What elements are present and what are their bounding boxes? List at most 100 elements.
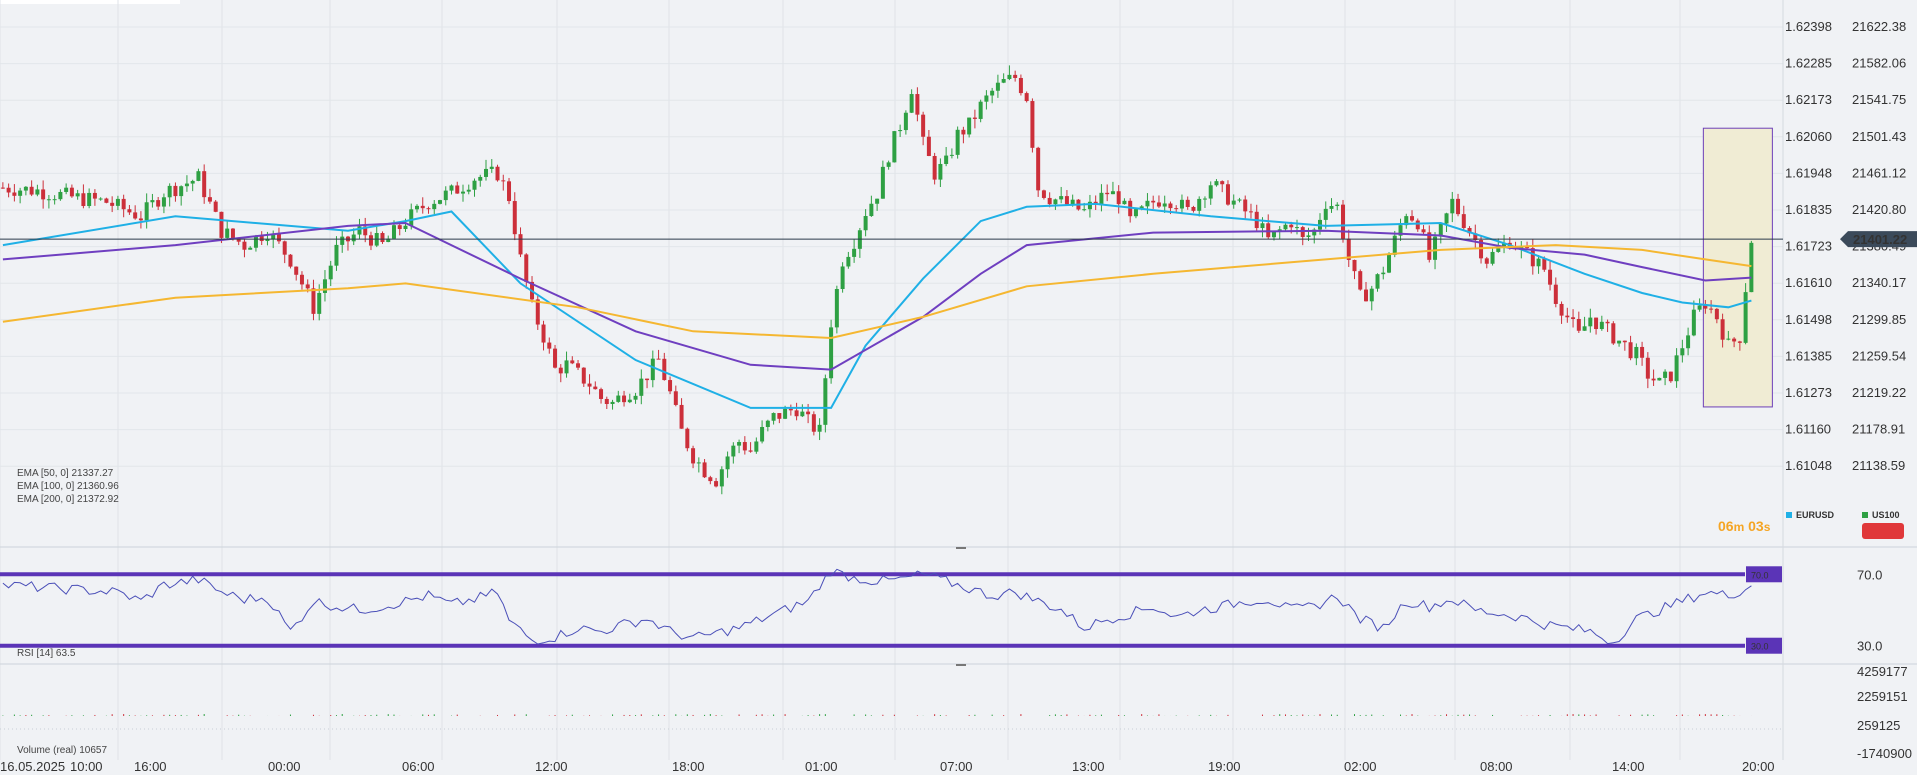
top-left-tab[interactable] — [0, 0, 180, 4]
candle-bear[interactable] — [806, 411, 811, 415]
candle-bear[interactable] — [932, 156, 937, 180]
candle-bear[interactable] — [1714, 308, 1719, 320]
candle-bear[interactable] — [1628, 342, 1633, 359]
candle-bear[interactable] — [1030, 101, 1035, 148]
candle-bear[interactable] — [311, 288, 316, 314]
candle-bear[interactable] — [1553, 284, 1558, 304]
candle-bull[interactable] — [461, 191, 466, 194]
candle-bull[interactable] — [196, 171, 201, 181]
ema200-line[interactable] — [2, 244, 1752, 340]
candle-bull[interactable] — [1375, 274, 1380, 289]
candle-bull[interactable] — [190, 180, 195, 184]
candle-bull[interactable] — [1444, 213, 1449, 224]
pane-divider-handle[interactable] — [956, 664, 966, 666]
candle-bear[interactable] — [1364, 289, 1369, 302]
candle-bull[interactable] — [357, 226, 362, 235]
candle-bear[interactable] — [708, 477, 713, 482]
ema50-legend[interactable]: EMA [50, 0] 21337.27 — [17, 468, 114, 479]
candle-bear[interactable] — [1220, 181, 1225, 185]
candle-bull[interactable] — [1260, 223, 1265, 229]
candle-bear[interactable] — [426, 208, 431, 210]
candle-bull[interactable] — [1329, 206, 1334, 209]
candle-bear[interactable] — [276, 233, 281, 242]
candle-bull[interactable] — [886, 162, 891, 167]
candle-bull[interactable] — [1139, 206, 1144, 210]
candle-bear[interactable] — [1461, 214, 1466, 228]
candle-bull[interactable] — [150, 200, 155, 203]
candle-bull[interactable] — [955, 129, 960, 155]
candle-bear[interactable] — [1191, 206, 1196, 211]
candle-bull[interactable] — [98, 198, 103, 200]
candle-bear[interactable] — [1467, 227, 1472, 234]
candle-bull[interactable] — [840, 266, 845, 290]
candle-bull[interactable] — [1582, 326, 1587, 331]
candle-bear[interactable] — [961, 129, 966, 135]
pane-divider-handle[interactable] — [956, 547, 966, 549]
candle-bear[interactable] — [1358, 271, 1363, 290]
candle-bear[interactable] — [547, 342, 552, 349]
candle-bull[interactable] — [58, 191, 63, 200]
candle-bear[interactable] — [202, 171, 207, 198]
candle-bull[interactable] — [1007, 74, 1012, 80]
candle-bear[interactable] — [518, 234, 523, 255]
candle-bull[interactable] — [271, 233, 276, 240]
candle-bull[interactable] — [184, 183, 189, 187]
candle-bull[interactable] — [351, 234, 356, 242]
candle-bear[interactable] — [656, 358, 661, 360]
candle-bull[interactable] — [144, 202, 149, 221]
candle-bull[interactable] — [1202, 198, 1207, 200]
candle-bull[interactable] — [610, 401, 615, 405]
candle-bear[interactable] — [507, 181, 512, 202]
candle-bear[interactable] — [1473, 233, 1478, 241]
candle-bull[interactable] — [1162, 203, 1167, 207]
candle-bear[interactable] — [1289, 224, 1294, 228]
candle-bear[interactable] — [553, 348, 558, 368]
candle-bear[interactable] — [1594, 317, 1599, 330]
candle-bear[interactable] — [299, 274, 304, 285]
candle-bull[interactable] — [225, 228, 230, 238]
candle-bear[interactable] — [495, 166, 500, 181]
candle-bull[interactable] — [1214, 181, 1219, 186]
candle-bull[interactable] — [409, 209, 414, 226]
candle-bear[interactable] — [133, 212, 138, 219]
candle-bull[interactable] — [340, 236, 345, 245]
candle-bear[interactable] — [501, 180, 506, 182]
candle-bull[interactable] — [771, 413, 776, 421]
candle-bull[interactable] — [1294, 227, 1299, 229]
candle-bear[interactable] — [1352, 259, 1357, 272]
candle-bear[interactable] — [368, 235, 373, 246]
candle-bull[interactable] — [1634, 346, 1639, 359]
candle-bull[interactable] — [1082, 209, 1087, 211]
candle-bear[interactable] — [1047, 197, 1052, 205]
candle-bull[interactable] — [75, 193, 80, 197]
eurusd-legend[interactable]: EURUSD — [1796, 510, 1835, 520]
candle-bull[interactable] — [1053, 199, 1058, 205]
candle-bull[interactable] — [64, 187, 69, 192]
ema100-line[interactable] — [2, 221, 1752, 371]
candle-bull[interactable] — [903, 112, 908, 131]
candle-bear[interactable] — [219, 211, 224, 238]
candle-bear[interactable] — [742, 442, 747, 451]
candle-bear[interactable] — [1548, 269, 1553, 285]
candle-bear[interactable] — [380, 233, 385, 243]
candle-bull[interactable] — [1133, 209, 1138, 217]
candle-bear[interactable] — [1640, 346, 1645, 358]
candle-bull[interactable] — [179, 186, 184, 197]
candle-bull[interactable] — [1490, 251, 1495, 264]
candle-bear[interactable] — [1456, 198, 1461, 215]
candle-bear[interactable] — [535, 299, 540, 325]
candle-bear[interactable] — [777, 413, 782, 419]
candle-bull[interactable] — [696, 462, 701, 464]
candle-bull[interactable] — [650, 358, 655, 381]
candle-bull[interactable] — [978, 101, 983, 119]
candle-bull[interactable] — [1697, 305, 1702, 310]
rsi-legend[interactable]: RSI [14] 63.5 — [17, 648, 76, 659]
candle-bear[interactable] — [1266, 223, 1271, 238]
candle-bear[interactable] — [679, 404, 684, 429]
candle-bull[interactable] — [829, 327, 834, 379]
candle-bull[interactable] — [1387, 254, 1392, 273]
candle-bear[interactable] — [455, 185, 460, 194]
candle-bull[interactable] — [1271, 231, 1276, 238]
candle-bull[interactable] — [1110, 191, 1115, 195]
candle-bear[interactable] — [1185, 199, 1190, 207]
